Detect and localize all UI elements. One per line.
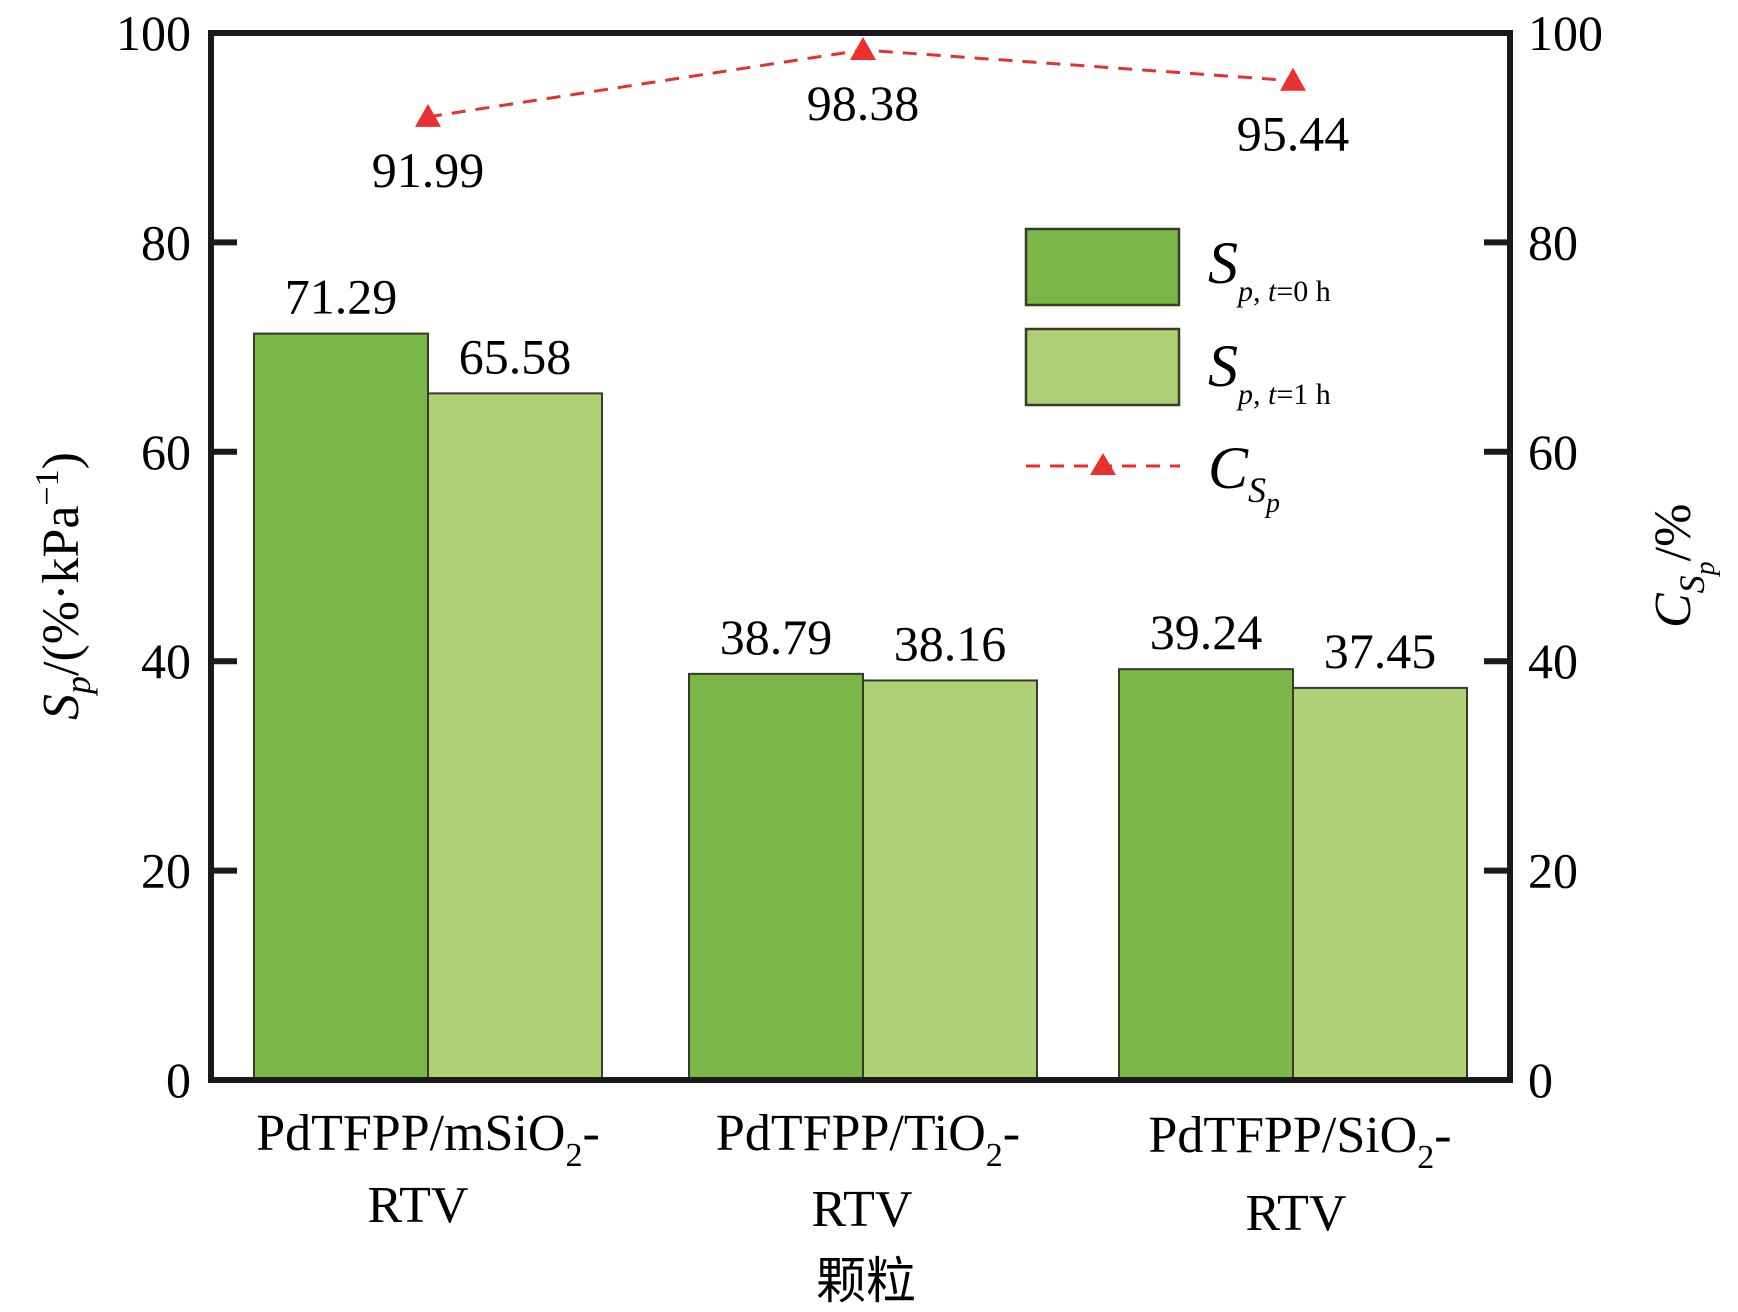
line-layer [415, 36, 1306, 127]
legend: Sp, t=0 h Sp, t=1 h CSp [1024, 227, 1331, 519]
ticks-layer: 0 0 20 20 40 40 60 60 80 80 100 100 [116, 5, 1603, 1108]
legend-label-t1: Sp, t=1 h [1208, 333, 1331, 411]
y-tick-label-right: 60 [1528, 424, 1578, 480]
y-tick-label-right: 20 [1528, 843, 1578, 899]
y-tick-label-left: 100 [116, 5, 191, 61]
bar-label-t0: 38.79 [720, 609, 833, 665]
data-labels-layer: 71.29 65.58 38.79 38.16 39.24 37.45 91.99 98.38… [285, 75, 1437, 679]
y-tick-label-right: 100 [1528, 5, 1603, 61]
x-category-label: RTV [1246, 1185, 1347, 1242]
y-axis-label-right: CSp/% [1645, 504, 1721, 628]
y-tick-label-left: 60 [141, 424, 191, 480]
legend-label-csp: CSp [1208, 435, 1280, 519]
bars-layer [253, 332, 1468, 1082]
y-tick-label-left: 80 [141, 214, 191, 270]
legend-label-t0: Sp, t=0 h [1208, 230, 1331, 308]
bar-t1 [1292, 686, 1468, 1081]
bar-label-t1: 37.45 [1324, 623, 1437, 679]
plot-frame [208, 30, 1513, 1083]
y-axis-label-left: Sp/(%·kPa−1) [29, 452, 98, 720]
csp-label: 95.44 [1237, 106, 1350, 162]
bar-label-t0: 71.29 [285, 269, 398, 325]
legend-swatch-t0 [1024, 227, 1181, 307]
bar-label-t1: 65.58 [459, 328, 572, 384]
bar-label-t1: 38.16 [894, 615, 1007, 671]
bar-label-t0: 39.24 [1150, 604, 1263, 660]
y-tick-label-right: 0 [1528, 1052, 1553, 1108]
y-tick-label-left: 0 [166, 1052, 191, 1108]
y-tick-label-left: 20 [141, 843, 191, 899]
bar-t0 [1118, 668, 1294, 1082]
bar-t0 [253, 332, 429, 1081]
x-category-label: PdTFPP/TiO2- [716, 1105, 1020, 1174]
legend-marker-csp [1090, 453, 1116, 475]
bar-t1 [427, 392, 603, 1082]
x-axis-label: 颗粒 [816, 1252, 916, 1310]
csp-marker [850, 36, 876, 60]
csp-label: 91.99 [372, 142, 485, 198]
y-tick-label-right: 40 [1528, 633, 1578, 689]
x-category-label: RTV [812, 1181, 913, 1238]
x-category-label: PdTFPP/SiO2- [1148, 1107, 1451, 1176]
csp-marker [415, 103, 441, 127]
x-category-label: RTV [368, 1177, 469, 1234]
bar-t1 [862, 679, 1038, 1081]
bar-t0 [688, 672, 864, 1081]
y-tick-label-right: 80 [1528, 214, 1578, 270]
csp-marker [1280, 67, 1306, 91]
x-category-label: PdTFPP/mSiO2- [256, 1105, 600, 1174]
legend-swatch-t1 [1024, 327, 1181, 407]
csp-label: 98.38 [807, 75, 920, 131]
x-category-labels: PdTFPP/mSiO2- RTV PdTFPP/TiO2- RTV PdTFP… [256, 1105, 1451, 1242]
y-tick-label-left: 40 [141, 633, 191, 689]
